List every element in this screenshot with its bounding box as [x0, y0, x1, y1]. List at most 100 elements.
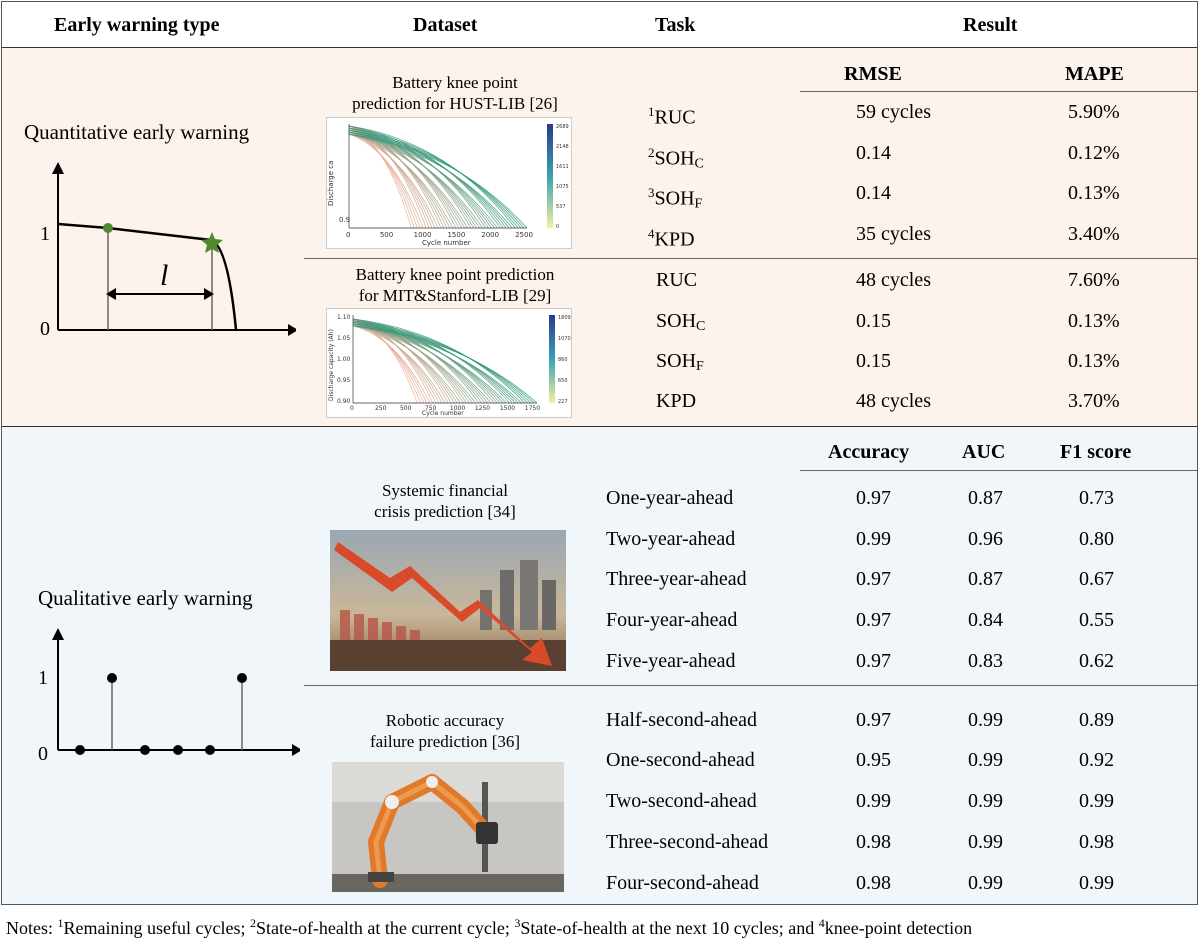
table-notes: Notes: 1Remaining useful cycles; 2State-… — [6, 916, 973, 938]
auc-value: 0.99 — [968, 709, 1003, 731]
svg-text:1075: 1075 — [556, 184, 569, 190]
dataset-title-hust: Battery knee point prediction for HUST-L… — [352, 73, 558, 113]
task-one-year-ahead: One-year-ahead — [606, 487, 734, 509]
svg-text:1.10: 1.10 — [337, 314, 351, 321]
task-soh-f-hust: 3SOHF — [648, 185, 703, 212]
task-four-year-ahead: Four-year-ahead — [606, 609, 738, 631]
qual-diagram-y-one: 1 — [38, 667, 48, 689]
task-two-second-ahead: Two-second-ahead — [606, 790, 757, 812]
task-kpd-hust: 4KPD — [648, 226, 695, 251]
svg-text:1.05: 1.05 — [337, 335, 351, 342]
auc-value: 0.99 — [968, 872, 1003, 894]
svg-text:500: 500 — [380, 231, 393, 239]
f1-value: 0.62 — [1079, 650, 1114, 672]
task-half-second-ahead: Half-second-ahead — [606, 709, 758, 731]
accuracy-value: 0.97 — [856, 609, 891, 631]
f1-value: 0.99 — [1079, 872, 1114, 894]
mape-value: 0.13% — [1068, 350, 1120, 372]
financial-crisis-image — [330, 530, 566, 671]
dataset-divider-quant — [304, 258, 1197, 259]
rmse-value: 0.15 — [856, 350, 891, 372]
dataset-divider-qual — [304, 685, 1197, 686]
f1-value: 0.99 — [1079, 790, 1114, 812]
f1-value: 0.89 — [1079, 709, 1114, 731]
mape-value: 3.40% — [1068, 223, 1120, 245]
svg-text:1611: 1611 — [556, 164, 569, 170]
task-one-second-ahead: One-second-ahead — [606, 749, 755, 771]
task-three-second-ahead: Three-second-ahead — [606, 831, 769, 853]
auc-value: 0.84 — [968, 609, 1003, 631]
svg-text:860: 860 — [558, 357, 568, 363]
f1-value: 0.67 — [1079, 568, 1114, 590]
accuracy-value: 0.99 — [856, 790, 891, 812]
qualitative-diagram — [52, 628, 300, 756]
mape-value: 0.12% — [1068, 142, 1120, 164]
accuracy-value: 0.98 — [856, 872, 891, 894]
f1-value: 0.73 — [1079, 487, 1114, 509]
task-three-year-ahead: Three-year-ahead — [606, 568, 747, 590]
task-four-second-ahead: Four-second-ahead — [606, 872, 759, 894]
task-soh-c-mit: SOHC — [656, 310, 706, 334]
metric-accuracy: Accuracy — [828, 441, 910, 463]
rmse-value: 0.14 — [856, 182, 891, 204]
svg-text:2000: 2000 — [481, 231, 499, 239]
hust-capacity-thumbnail: Discharge ca 0.9 0 500 1000 1500 2000 2500 Cy… — [326, 117, 572, 249]
quantitative-diagram — [52, 162, 296, 336]
svg-text:1.00: 1.00 — [337, 356, 351, 363]
auc-value: 0.99 — [968, 790, 1003, 812]
header-task: Task — [655, 14, 696, 36]
header-early-warning-type: Early warning type — [54, 14, 220, 36]
accuracy-value: 0.97 — [856, 568, 891, 590]
metric-mape: MAPE — [1065, 63, 1124, 85]
svg-text:750: 750 — [425, 405, 437, 412]
robotic-arm-image — [332, 762, 564, 892]
svg-text:227: 227 — [558, 399, 568, 405]
mit-capacity-thumbnail: Discharge capacity (Ah) 1.10 1.05 1.00 0.95… — [326, 308, 572, 418]
accuracy-value: 0.99 — [856, 528, 891, 550]
svg-text:1000: 1000 — [414, 231, 432, 239]
header-dataset: Dataset — [413, 14, 478, 36]
accuracy-value: 0.95 — [856, 749, 891, 771]
svg-text:500: 500 — [400, 405, 412, 412]
quant-diagram-y-zero: 0 — [40, 318, 50, 340]
svg-text:0.90: 0.90 — [337, 398, 351, 405]
svg-text:0.9: 0.9 — [339, 216, 350, 224]
svg-text:2500: 2500 — [515, 231, 533, 239]
task-five-year-ahead: Five-year-ahead — [606, 650, 736, 672]
rmse-value: 0.15 — [856, 310, 891, 332]
task-soh-f-mit: SOHF — [656, 350, 704, 374]
metric-f1-score: F1 score — [1060, 441, 1132, 463]
mape-value: 0.13% — [1068, 310, 1120, 332]
svg-text:650: 650 — [558, 378, 568, 384]
qual-diagram-y-zero: 0 — [38, 743, 48, 765]
metric-header-rule — [800, 470, 1197, 471]
quant-diagram-interval-label: l — [160, 259, 169, 292]
task-two-year-ahead: Two-year-ahead — [606, 528, 736, 550]
svg-text:1500: 1500 — [447, 231, 465, 239]
task-kpd-mit: KPD — [656, 390, 697, 412]
auc-value: 0.87 — [968, 487, 1003, 509]
rmse-value: 0.14 — [856, 142, 891, 164]
rmse-value: 48 cycles — [856, 269, 931, 291]
accuracy-value: 0.97 — [856, 650, 891, 672]
auc-value: 0.87 — [968, 568, 1003, 590]
f1-value: 0.55 — [1079, 609, 1114, 631]
svg-text:1070: 1070 — [558, 336, 571, 342]
svg-text:1250: 1250 — [475, 405, 490, 412]
quant-diagram-y-one: 1 — [40, 223, 50, 245]
qualitative-label: Qualitative early warning — [38, 586, 253, 610]
svg-text:0.95: 0.95 — [337, 377, 351, 384]
qualitative-section-band — [2, 426, 1197, 905]
f1-value: 0.98 — [1079, 831, 1114, 853]
mape-value: 3.70% — [1068, 390, 1120, 412]
dataset-title-mit: Battery knee point prediction for MIT&St… — [355, 265, 555, 305]
svg-text:Discharge ca: Discharge ca — [327, 161, 335, 206]
svg-text:1500: 1500 — [500, 405, 515, 412]
svg-text:Cycle number: Cycle number — [422, 239, 471, 247]
auc-value: 0.99 — [968, 831, 1003, 853]
mape-value: 5.90% — [1068, 101, 1120, 123]
quantitative-section-band — [2, 47, 1197, 426]
auc-value: 0.99 — [968, 749, 1003, 771]
mape-value: 0.13% — [1068, 182, 1120, 204]
svg-text:0: 0 — [346, 231, 350, 239]
